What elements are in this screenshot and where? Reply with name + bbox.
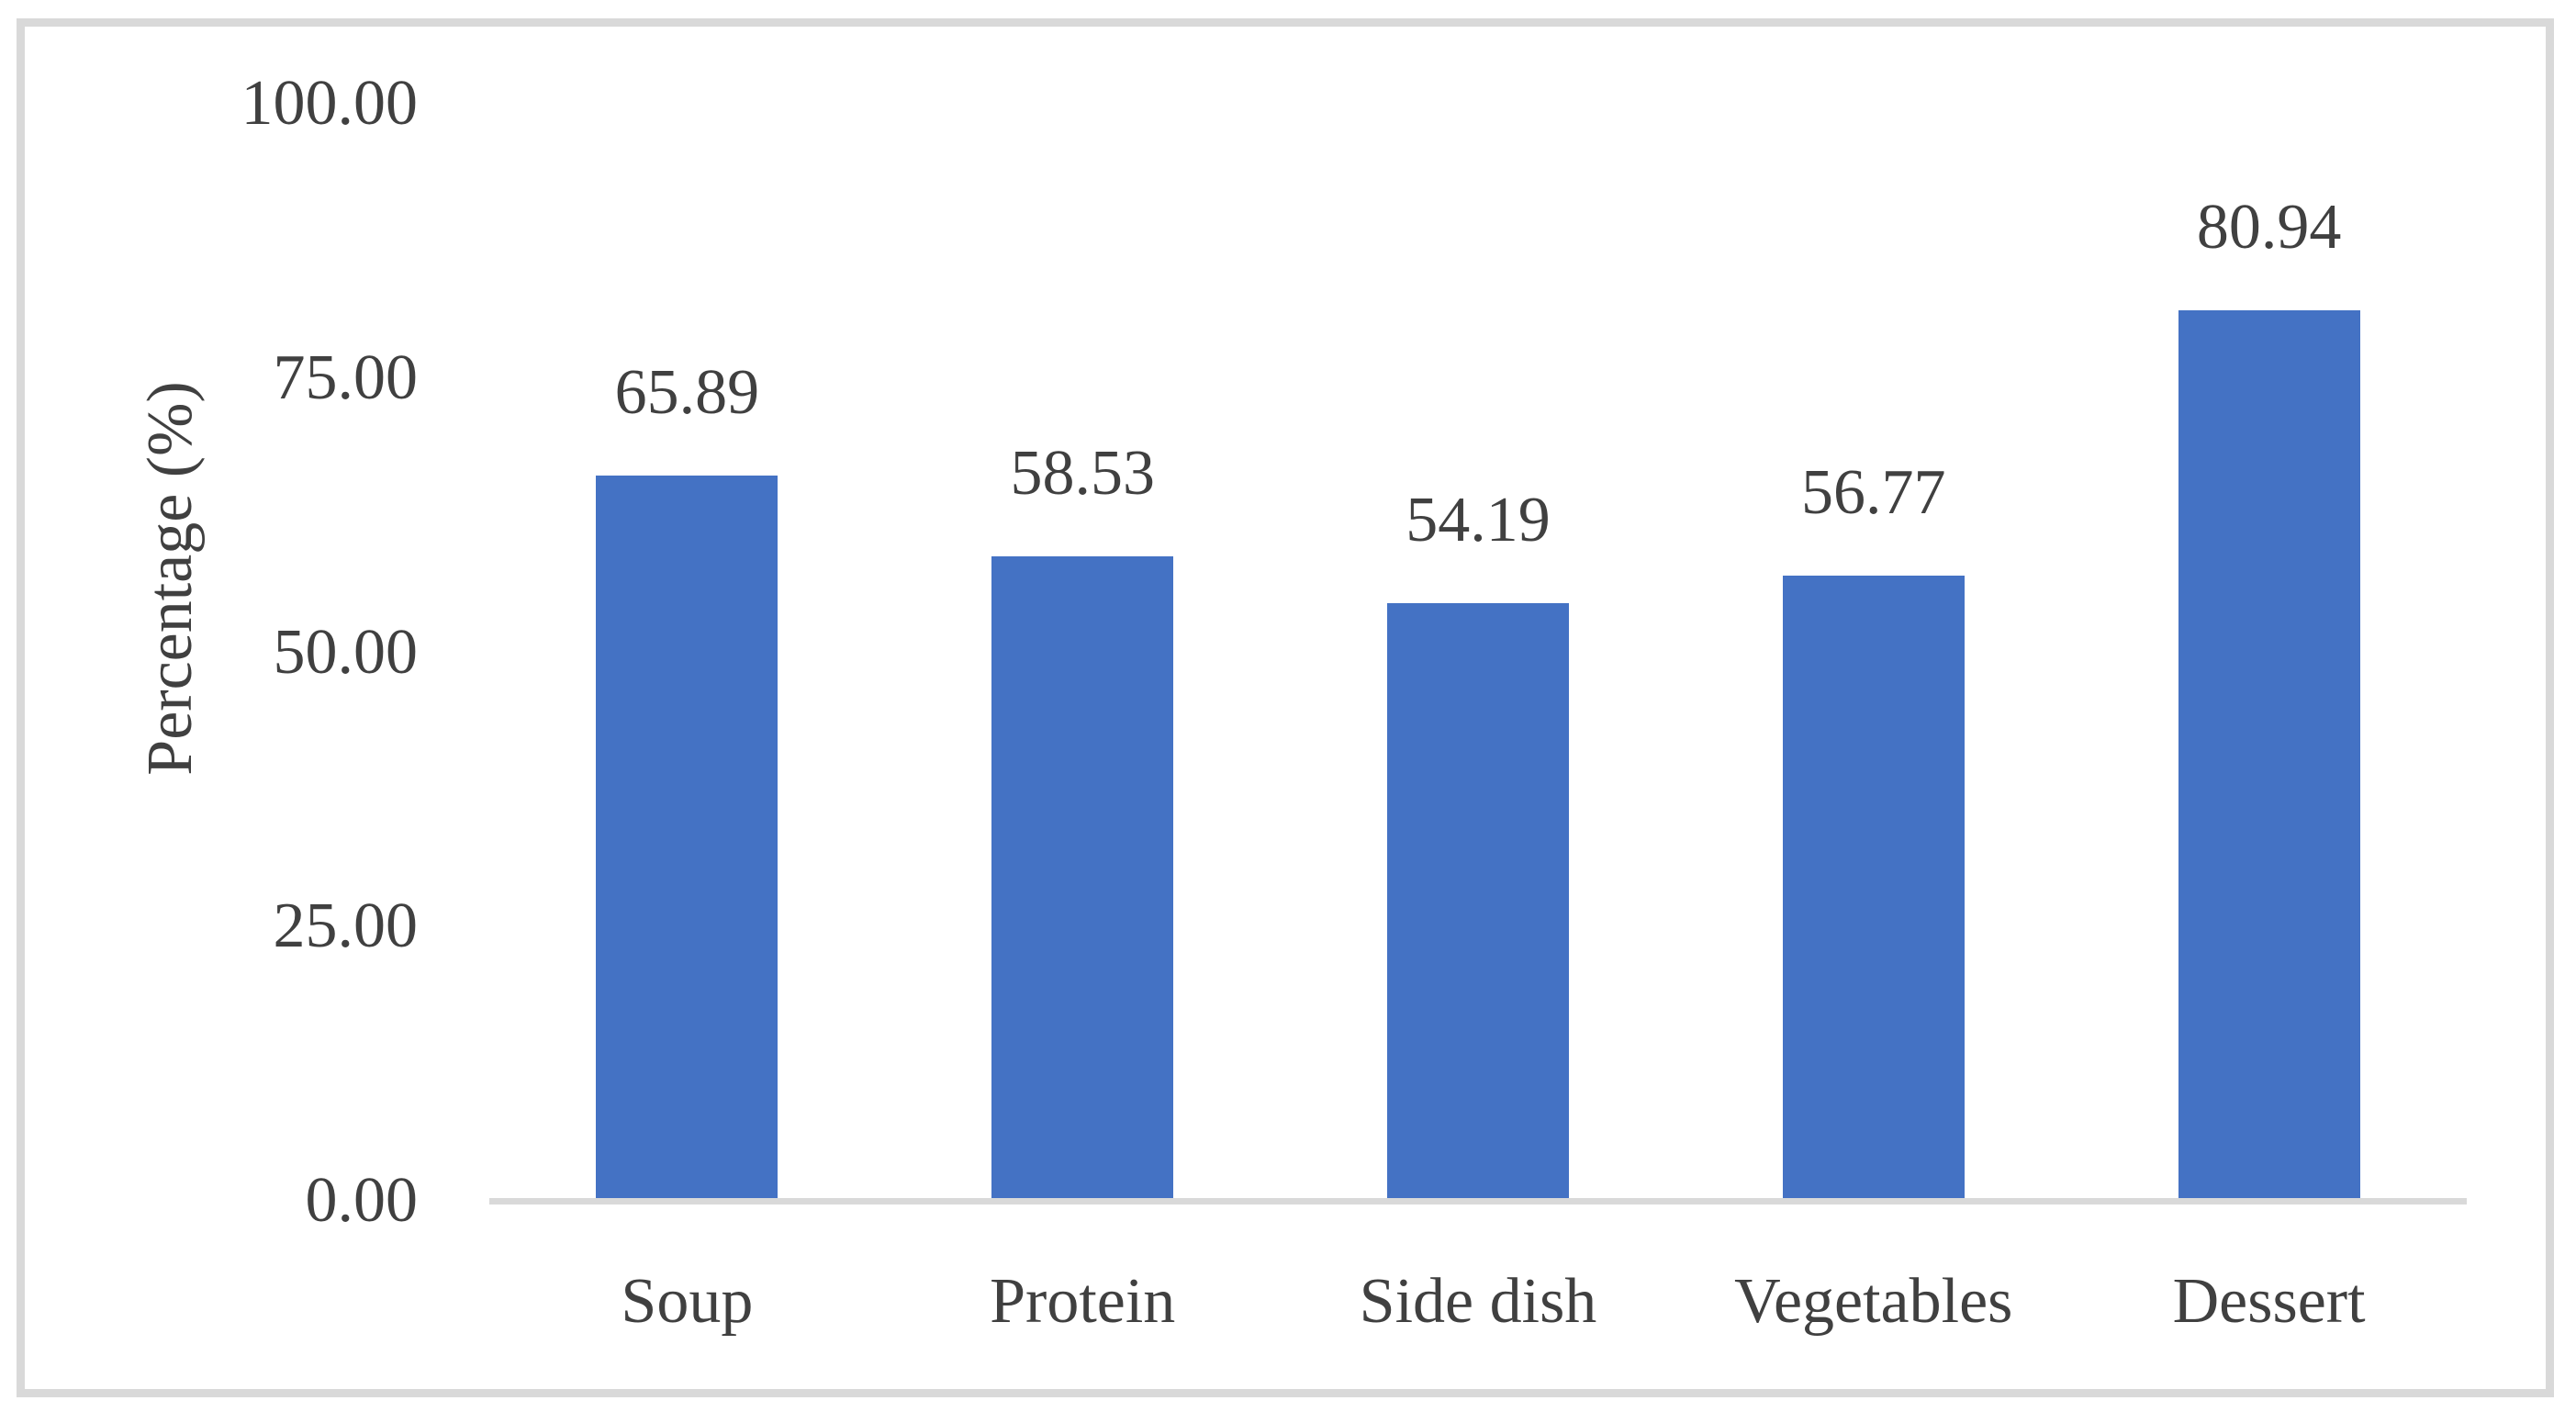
bar: [2178, 310, 2360, 1198]
y-tick-label: 100.00: [241, 68, 419, 139]
x-axis-line: [489, 1198, 2467, 1205]
bar-value-label: 54.19: [1406, 485, 1551, 555]
category-label: Protein: [990, 1266, 1176, 1337]
category-label: Vegetables: [1734, 1266, 2013, 1337]
bar: [1387, 603, 1569, 1198]
bar-value-label: 58.53: [1010, 438, 1155, 509]
y-tick-label: 0.00: [305, 1165, 419, 1236]
bar-value-label: 56.77: [1801, 457, 1946, 528]
y-tick-label: 25.00: [273, 891, 419, 962]
bar-value-label: 65.89: [614, 357, 760, 428]
chart-frame: [17, 18, 2554, 1397]
bar: [1782, 576, 1965, 1198]
bar-value-label: 80.94: [2196, 192, 2342, 263]
bar: [991, 556, 1174, 1198]
category-label: Dessert: [2172, 1266, 2366, 1337]
y-tick-label: 50.00: [273, 616, 419, 688]
y-tick-label: 75.00: [273, 342, 419, 413]
bar: [596, 476, 778, 1198]
category-label: Side dish: [1359, 1266, 1597, 1337]
y-axis-title: Percentage (%): [135, 381, 206, 776]
category-label: Soup: [621, 1266, 754, 1337]
